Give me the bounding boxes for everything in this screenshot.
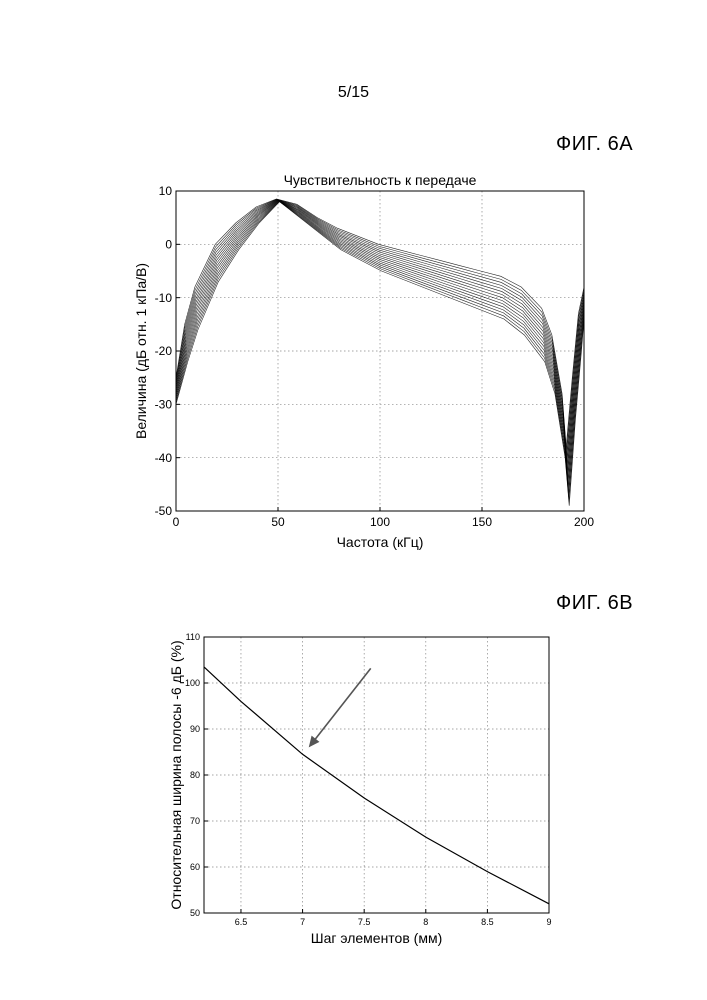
chart-6a-series-line [175, 199, 585, 473]
chartB-x-tick-label: 6.5 [235, 917, 248, 927]
chartB-x-tick-label: 7 [300, 917, 305, 927]
chart-6b-ticks: 6.5 7 7.5 8 8.5 9 50 60 70 80 90 100 110 [185, 632, 552, 927]
chart-6a-series-line [175, 198, 585, 448]
chart-6b: 6.5 7 7.5 8 8.5 9 50 60 70 80 90 100 110 Шаг элемент… [168, 632, 552, 946]
chart-6b-x-axis-label: Шаг элементов (мм) [311, 930, 443, 946]
chartA-y-tick-label: -40 [155, 451, 173, 465]
chart-6a-series-line [175, 201, 585, 506]
chartB-y-tick-label: 70 [190, 816, 200, 826]
chartA-x-tick-label: 200 [574, 515, 594, 529]
chart-6b-series-group [203, 666, 550, 905]
chartB-y-tick-label: 100 [185, 678, 200, 688]
chartA-y-tick-label: -30 [155, 398, 173, 412]
chartA-y-tick-label: -50 [155, 504, 173, 518]
chartA-y-tick-label: -10 [155, 291, 173, 305]
chartB-x-tick-label: 9 [546, 917, 551, 927]
chartB-x-tick-label: 8 [423, 917, 428, 927]
chart-6a-series-line [175, 199, 585, 460]
chart-6a-series-line [175, 200, 585, 481]
chart-6a-series-line [175, 201, 585, 502]
figure-6b-label: ФИГ. 6B [556, 592, 634, 614]
chartA-y-tick-label: 0 [165, 238, 172, 252]
chart-6a-series-group [175, 198, 585, 506]
chartA-y-tick-label: 10 [159, 184, 173, 198]
chart-6b-series-line [203, 666, 550, 905]
chart-6a: 0 50 100 150 200 -50 -40 -30 -20 -10 0 10 Чувствите… [133, 172, 594, 550]
chart-6a-series-line [175, 200, 585, 494]
chart-6a-title: Чувствительность к передаче [284, 172, 477, 188]
chart-6a-series-line [175, 199, 585, 468]
chartA-x-tick-label: 50 [271, 515, 285, 529]
chartB-y-tick-label: 60 [190, 862, 200, 872]
chartB-y-tick-label: 80 [190, 770, 200, 780]
chart-6a-series-line [175, 199, 585, 477]
chart-6a-series-line [175, 199, 585, 464]
page-number: 5/15 [337, 84, 370, 101]
chartB-y-tick-label: 90 [190, 724, 200, 734]
chart-6a-series-line [175, 200, 585, 489]
chart-6a-grid [176, 191, 584, 511]
chart-6a-y-axis-label: Величина (дБ отн. 1 кПа/В) [133, 263, 149, 439]
chart-6a-ticks: 0 50 100 150 200 -50 -40 -30 -20 -10 0 10 [155, 184, 595, 529]
chart-6a-series-line [175, 200, 585, 498]
chartA-y-tick-label: -20 [155, 344, 173, 358]
chartA-x-tick-label: 100 [370, 515, 390, 529]
chart-6a-x-axis-label: Частота (кГц) [337, 534, 424, 550]
chartB-y-tick-label: 110 [186, 632, 200, 642]
chart-6b-y-axis-label: Относительная ширина полосы -6 дБ (%) [168, 640, 184, 909]
chart-6a-series-line [175, 200, 585, 485]
arrow-shaft [312, 667, 372, 743]
chartB-y-tick-label: 50 [190, 908, 200, 918]
chartA-x-tick-label: 0 [173, 515, 180, 529]
chartB-x-tick-label: 8.5 [481, 917, 494, 927]
chart-6b-annotation [308, 667, 372, 748]
chartA-x-tick-label: 150 [472, 515, 492, 529]
chart-6a-series-line [175, 198, 585, 452]
chart-6a-series-line [175, 199, 585, 456]
chartB-x-tick-label: 7.5 [358, 917, 371, 927]
arrow-head [308, 735, 320, 748]
figure-6a-label: ФИГ. 6A [556, 133, 634, 155]
chart-6b-grid [204, 637, 549, 913]
